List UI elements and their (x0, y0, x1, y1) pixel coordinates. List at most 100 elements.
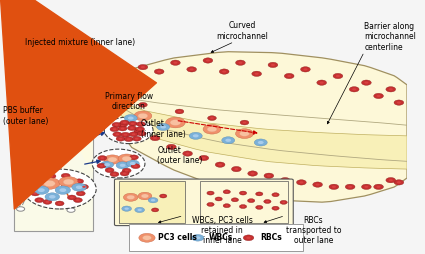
Circle shape (203, 58, 213, 63)
Circle shape (128, 121, 137, 126)
Circle shape (234, 168, 238, 170)
Circle shape (118, 154, 135, 163)
Circle shape (258, 141, 263, 144)
Circle shape (70, 196, 74, 198)
Circle shape (170, 60, 180, 65)
Circle shape (166, 117, 185, 128)
Circle shape (104, 155, 121, 164)
Polygon shape (94, 52, 407, 202)
Circle shape (130, 162, 136, 165)
Circle shape (39, 178, 60, 189)
Circle shape (45, 193, 60, 201)
Circle shape (136, 127, 144, 132)
Circle shape (132, 156, 136, 158)
Circle shape (122, 168, 131, 173)
Circle shape (43, 199, 52, 204)
Circle shape (132, 133, 136, 135)
Circle shape (280, 200, 287, 204)
Circle shape (134, 129, 144, 134)
Circle shape (125, 170, 128, 172)
Circle shape (104, 163, 110, 166)
Circle shape (76, 191, 85, 196)
Circle shape (207, 191, 214, 195)
Circle shape (209, 192, 212, 194)
Circle shape (139, 123, 143, 125)
Circle shape (225, 139, 231, 142)
Text: WBCs, PC3 cells
retained in
inner lane: WBCs, PC3 cells retained in inner lane (192, 216, 252, 245)
Circle shape (283, 179, 287, 181)
Circle shape (121, 132, 130, 137)
Circle shape (192, 234, 204, 241)
Circle shape (199, 155, 209, 161)
Circle shape (267, 174, 271, 177)
Circle shape (271, 64, 275, 66)
Circle shape (264, 199, 271, 203)
Text: PBS buffer
(outer lane): PBS buffer (outer lane) (3, 106, 48, 125)
Circle shape (332, 186, 336, 188)
Circle shape (251, 172, 255, 175)
Circle shape (67, 208, 75, 212)
Circle shape (113, 173, 116, 175)
Circle shape (235, 60, 245, 65)
Circle shape (33, 193, 37, 195)
Circle shape (123, 121, 127, 123)
Circle shape (157, 70, 161, 73)
Circle shape (313, 182, 323, 187)
Circle shape (223, 204, 230, 208)
Circle shape (222, 70, 226, 73)
Circle shape (215, 197, 222, 201)
Circle shape (136, 122, 145, 126)
Circle shape (249, 200, 253, 201)
Circle shape (122, 156, 131, 161)
Circle shape (394, 100, 404, 105)
Circle shape (394, 180, 404, 185)
Circle shape (169, 146, 173, 148)
Circle shape (61, 173, 70, 178)
Circle shape (217, 198, 220, 200)
Circle shape (138, 192, 152, 200)
Circle shape (105, 168, 114, 173)
Circle shape (33, 180, 42, 185)
Circle shape (116, 136, 125, 141)
Circle shape (60, 188, 66, 192)
Circle shape (207, 202, 214, 207)
Text: Outlet
(inner lane): Outlet (inner lane) (141, 119, 186, 139)
Circle shape (377, 95, 381, 97)
Circle shape (243, 122, 246, 123)
FancyBboxPatch shape (119, 181, 185, 223)
Circle shape (316, 183, 320, 186)
Circle shape (225, 205, 228, 207)
Circle shape (148, 198, 158, 203)
Circle shape (126, 160, 139, 167)
Circle shape (202, 157, 206, 159)
Circle shape (121, 124, 125, 126)
Circle shape (132, 136, 141, 141)
Circle shape (157, 123, 170, 131)
Circle shape (193, 134, 198, 137)
Circle shape (128, 126, 136, 131)
Circle shape (118, 122, 128, 128)
Circle shape (47, 174, 56, 179)
Text: Barrier along
microchannel
centerline: Barrier along microchannel centerline (364, 22, 416, 52)
Circle shape (386, 87, 396, 92)
Circle shape (135, 138, 139, 140)
Circle shape (100, 157, 104, 159)
Circle shape (352, 88, 356, 90)
Circle shape (151, 208, 159, 212)
Circle shape (130, 155, 139, 160)
Circle shape (170, 120, 181, 125)
Circle shape (141, 66, 145, 68)
Circle shape (122, 206, 131, 211)
Circle shape (59, 177, 78, 187)
Circle shape (45, 59, 53, 64)
Circle shape (82, 186, 86, 188)
Text: WBCs: WBCs (209, 233, 233, 242)
FancyBboxPatch shape (114, 179, 293, 226)
Circle shape (137, 131, 146, 136)
Circle shape (76, 199, 80, 201)
Circle shape (364, 82, 368, 84)
Circle shape (240, 131, 249, 136)
Circle shape (35, 198, 44, 202)
Circle shape (333, 73, 343, 79)
Circle shape (118, 126, 127, 131)
